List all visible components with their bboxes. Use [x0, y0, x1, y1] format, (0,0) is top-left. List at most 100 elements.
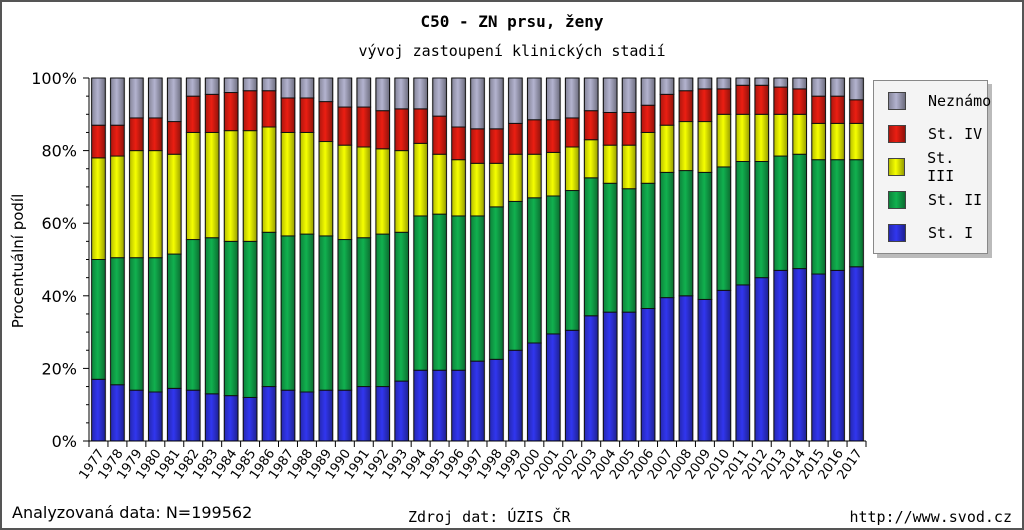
legend-label: Neznámo	[928, 92, 992, 110]
bar-segment-st-iii-2015	[811, 122, 826, 161]
bar-segment-nezn-mo-2001	[545, 77, 561, 121]
bar-segment-st-iii-1992	[375, 148, 391, 235]
bar-segment-st-iv-2016	[830, 95, 845, 124]
bar-segment-nezn-mo-2007	[659, 77, 675, 95]
bar-segment-st-ii-2011	[735, 160, 751, 286]
bar-segment-st-i-1998	[489, 358, 504, 442]
bar-segment-st-ii-1997	[470, 215, 485, 362]
bar-segment-st-iv-2003	[583, 110, 599, 141]
bar-segment-st-i-1986	[261, 386, 277, 442]
bar-segment-st-i-1980	[148, 391, 163, 442]
bar-segment-nezn-mo-1981	[166, 77, 182, 123]
bar-segment-st-iii-1989	[318, 141, 334, 237]
bar-segment-st-iv-1992	[375, 110, 391, 150]
bar-segment-st-iv-1989	[318, 101, 334, 143]
bar-segment-st-i-1977	[91, 378, 106, 442]
bar-segment-nezn-mo-2011	[735, 77, 751, 86]
bar-segment-nezn-mo-1998	[489, 77, 504, 130]
bar-segment-st-i-1997	[470, 360, 485, 442]
bar-segment-st-iv-2013	[773, 86, 789, 115]
bar-segment-st-iv-2002	[564, 117, 580, 148]
bar-segment-st-i-2008	[678, 295, 694, 442]
bar-segment-st-ii-2016	[830, 159, 845, 271]
bar-segment-st-ii-1992	[375, 233, 391, 388]
bar-segment-st-i-1992	[375, 386, 391, 442]
bar-segment-st-iii-1983	[204, 131, 220, 239]
bar-segment-st-ii-2006	[640, 182, 656, 310]
bar-segment-st-iii-1985	[242, 130, 258, 242]
bar-segment-st-ii-1982	[185, 239, 201, 391]
bar-segment-nezn-mo-1987	[280, 77, 296, 99]
bar-segment-nezn-mo-1982	[185, 77, 201, 97]
bar-segment-st-i-2009	[697, 298, 713, 442]
legend-label: St. IV	[928, 125, 983, 143]
bar-segment-st-iv-1977	[91, 124, 106, 159]
source-url[interactable]: http://www.svod.cz	[849, 508, 1012, 526]
bar-segment-st-ii-1998	[489, 206, 504, 360]
legend-swatch	[888, 224, 906, 242]
y-tick-label: 80%	[41, 142, 77, 161]
bar-segment-nezn-mo-1999	[508, 77, 523, 124]
bar-segment-st-iii-2006	[640, 131, 656, 184]
bar-segment-st-iii-2012	[754, 113, 770, 162]
legend: Neznámo St. IV St. III St. II St. I	[873, 80, 992, 254]
bar-segment-st-ii-1993	[394, 231, 410, 382]
bar-segment-st-iii-2003	[583, 139, 599, 179]
bar-segment-st-iv-1990	[337, 106, 353, 146]
bar-segment-st-ii-1999	[508, 200, 523, 351]
bar-segment-st-i-2002	[564, 329, 580, 442]
bar-segment-st-ii-1988	[299, 233, 315, 393]
bar-segment-nezn-mo-2015	[811, 77, 826, 97]
bar-segment-st-iii-1995	[432, 153, 447, 215]
bar-segment-st-i-1984	[223, 395, 239, 442]
bar-segment-nezn-mo-1992	[375, 77, 391, 112]
bar-segment-st-ii-1989	[318, 235, 334, 391]
bar-segment-nezn-mo-2000	[527, 77, 542, 121]
bar-segment-st-iii-2008	[678, 121, 694, 172]
bar-segment-nezn-mo-1990	[337, 77, 353, 108]
bar-segment-st-iii-1999	[508, 153, 523, 202]
bar-segment-st-iv-1991	[356, 106, 372, 148]
legend-item-st-ii: St. II	[888, 190, 982, 210]
bar-segment-nezn-mo-2004	[602, 77, 618, 113]
bar-segment-st-i-1988	[299, 391, 315, 442]
legend-swatch	[888, 125, 906, 143]
bar-segment-st-iv-1994	[413, 108, 428, 144]
bar-segment-st-iv-1997	[470, 128, 485, 164]
bar-segment-st-iv-2009	[697, 88, 713, 123]
bar-segment-nezn-mo-1989	[318, 77, 334, 103]
bar-segment-st-i-2006	[640, 308, 656, 442]
bar-segment-st-iii-2007	[659, 124, 675, 173]
bar-segment-st-i-2004	[602, 311, 618, 442]
bar-segment-st-ii-1995	[432, 213, 447, 371]
bar-segment-st-iv-2000	[527, 119, 542, 155]
y-tick-label: 60%	[41, 214, 77, 233]
bar-segment-nezn-mo-2009	[697, 77, 713, 90]
legend-label: St. I	[928, 224, 974, 242]
bar-segment-st-ii-1984	[223, 240, 239, 397]
bar-segment-st-i-1995	[432, 369, 447, 442]
bar-segment-nezn-mo-1997	[470, 77, 485, 130]
bar-segment-st-iv-1995	[432, 115, 447, 155]
bar-segment-nezn-mo-1980	[148, 77, 163, 119]
bar-segment-st-i-2014	[792, 268, 807, 442]
data-source: Zdroj dat: ÚZIS ČR	[408, 508, 571, 526]
bar-segment-st-iv-2004	[602, 111, 618, 146]
bar-segment-st-iii-2000	[527, 153, 542, 199]
bar-segment-st-iii-2013	[773, 113, 789, 157]
bar-segment-st-i-1991	[356, 386, 372, 442]
y-tick-label: 100%	[31, 69, 77, 88]
bar-segment-st-iv-1979	[129, 117, 144, 152]
bar-segment-st-iv-1984	[223, 92, 239, 132]
bar-segment-st-iii-1993	[394, 150, 410, 233]
bar-segment-st-i-2013	[773, 269, 789, 442]
bar-segment-st-ii-1977	[91, 259, 106, 380]
bar-segment-st-i-2015	[811, 273, 826, 442]
legend-label: St. II	[928, 191, 983, 209]
bar-segment-st-iv-1981	[166, 121, 182, 155]
bar-segment-st-iii-2010	[716, 113, 732, 168]
bar-segment-st-ii-2000	[527, 197, 542, 344]
legend-swatch	[888, 158, 906, 176]
bar-segment-st-i-2001	[545, 333, 561, 442]
